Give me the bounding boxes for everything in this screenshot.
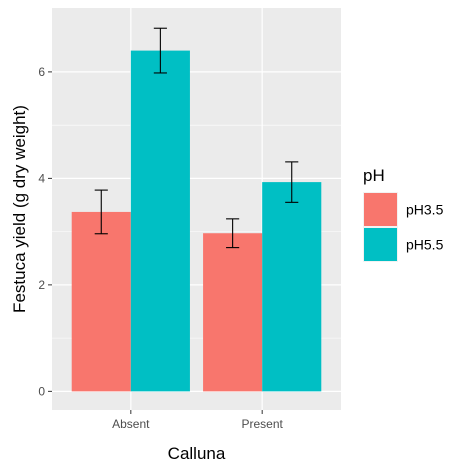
x-tick-label: Present: [242, 417, 284, 431]
y-axis-title: Festuca yield (g dry weight): [10, 105, 29, 313]
x-axis-title: Calluna: [168, 444, 226, 463]
error-bar-pH5.5-Absent: [153, 27, 167, 74]
bar-pH5.5-Present: [262, 182, 322, 392]
y-tick-label: 4: [38, 171, 45, 185]
x-tick-label: Absent: [112, 417, 150, 431]
legend-label-pH3.5: pH3.5: [406, 202, 444, 218]
error-bar-pH3.5-Absent: [94, 189, 108, 235]
legend-title: pH: [363, 166, 385, 185]
y-tick-label: 0: [38, 384, 45, 398]
legend: pH pH3.5 pH5.5: [363, 166, 444, 262]
bars: [71, 50, 322, 392]
error-bar-pH3.5-Present: [226, 218, 240, 249]
y-tick-label: 6: [38, 65, 45, 79]
x-axis-ticks: Absent Present: [112, 410, 284, 431]
bar-pH3.5-Absent: [71, 211, 131, 392]
error-bar-pH5.5-Present: [285, 161, 299, 203]
legend-label-pH5.5: pH5.5: [406, 237, 444, 253]
legend-swatch-pH5.5: [364, 228, 397, 261]
bar-pH5.5-Absent: [130, 50, 190, 392]
bar-pH3.5-Present: [203, 233, 263, 392]
error-bars: [94, 27, 299, 249]
y-tick-label: 2: [38, 278, 45, 292]
y-axis-ticks: 0 2 4 6: [38, 65, 52, 398]
legend-swatch-pH3.5: [364, 193, 397, 226]
